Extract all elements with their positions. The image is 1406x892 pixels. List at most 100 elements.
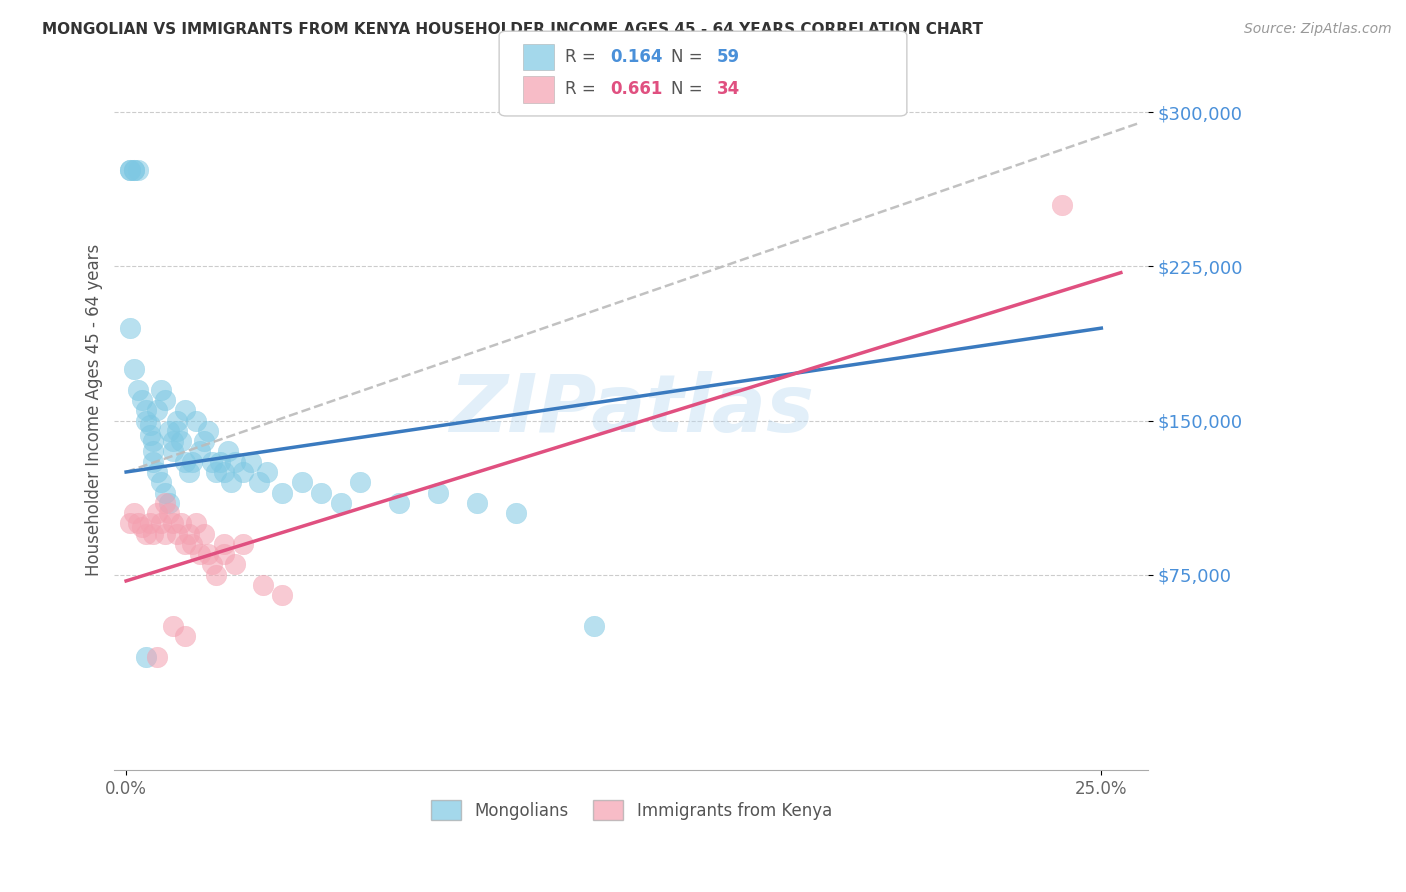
Legend: Mongolians, Immigrants from Kenya: Mongolians, Immigrants from Kenya	[425, 794, 838, 826]
Text: N =: N =	[671, 48, 707, 66]
Point	[166, 424, 188, 438]
Point	[157, 496, 180, 510]
Point	[193, 526, 215, 541]
Point	[118, 162, 141, 177]
Point	[127, 162, 149, 177]
Point	[122, 506, 145, 520]
Point	[208, 455, 231, 469]
Point	[205, 567, 228, 582]
Point	[142, 444, 165, 458]
Point	[177, 526, 200, 541]
Text: 0.661: 0.661	[610, 80, 662, 98]
Point	[173, 455, 195, 469]
Point	[349, 475, 371, 490]
Point	[135, 403, 157, 417]
Point	[131, 520, 153, 534]
Point	[217, 444, 239, 458]
Point	[271, 485, 294, 500]
Point	[252, 578, 274, 592]
Point	[224, 558, 246, 572]
Point	[201, 558, 224, 572]
Point	[138, 417, 160, 432]
Point	[271, 588, 294, 602]
Point	[146, 506, 169, 520]
Point	[173, 629, 195, 643]
Point	[232, 465, 254, 479]
Point	[173, 403, 195, 417]
Point	[146, 403, 169, 417]
Text: 59: 59	[717, 48, 740, 66]
Point	[135, 414, 157, 428]
Point	[162, 434, 184, 449]
Point	[135, 526, 157, 541]
Point	[201, 455, 224, 469]
Point	[170, 516, 193, 531]
Point	[153, 485, 176, 500]
Point	[388, 496, 411, 510]
Point	[239, 455, 262, 469]
Point	[309, 485, 332, 500]
Point	[166, 414, 188, 428]
Text: 0.164: 0.164	[610, 48, 662, 66]
Point	[135, 650, 157, 665]
Point	[118, 162, 141, 177]
Point	[212, 547, 235, 561]
Point	[142, 434, 165, 449]
Point	[122, 162, 145, 177]
Point	[162, 516, 184, 531]
Point	[188, 547, 211, 561]
Point	[1052, 198, 1074, 212]
Text: ZIPatlas: ZIPatlas	[449, 371, 814, 450]
Point	[122, 362, 145, 376]
Text: Source: ZipAtlas.com: Source: ZipAtlas.com	[1244, 22, 1392, 37]
Point	[291, 475, 314, 490]
Point	[186, 516, 208, 531]
Point	[138, 516, 160, 531]
Point	[186, 414, 208, 428]
Point	[205, 465, 228, 479]
Point	[127, 516, 149, 531]
Point	[193, 434, 215, 449]
Point	[127, 383, 149, 397]
Point	[232, 537, 254, 551]
Point	[181, 537, 204, 551]
Point	[212, 465, 235, 479]
Point	[505, 506, 527, 520]
Point	[118, 516, 141, 531]
Text: R =: R =	[565, 80, 602, 98]
Point	[146, 465, 169, 479]
Point	[146, 650, 169, 665]
Point	[177, 465, 200, 479]
Point	[150, 383, 173, 397]
Point	[181, 455, 204, 469]
Point	[142, 526, 165, 541]
Point	[188, 444, 211, 458]
Point	[256, 465, 278, 479]
Point	[153, 496, 176, 510]
Text: N =: N =	[671, 80, 707, 98]
Point	[118, 321, 141, 335]
Point	[329, 496, 352, 510]
Point	[138, 428, 160, 442]
Point	[153, 526, 176, 541]
Text: MONGOLIAN VS IMMIGRANTS FROM KENYA HOUSEHOLDER INCOME AGES 45 - 64 YEARS CORRELA: MONGOLIAN VS IMMIGRANTS FROM KENYA HOUSE…	[42, 22, 983, 37]
Point	[197, 424, 219, 438]
Point	[142, 455, 165, 469]
Point	[427, 485, 450, 500]
Point	[122, 162, 145, 177]
Point	[153, 393, 176, 408]
Point	[221, 475, 243, 490]
Point	[465, 496, 488, 510]
Point	[166, 526, 188, 541]
Point	[247, 475, 270, 490]
Point	[131, 393, 153, 408]
Point	[583, 619, 606, 633]
Point	[157, 424, 180, 438]
Point	[197, 547, 219, 561]
Point	[162, 444, 184, 458]
Point	[224, 455, 246, 469]
Point	[173, 537, 195, 551]
Y-axis label: Householder Income Ages 45 - 64 years: Householder Income Ages 45 - 64 years	[86, 244, 103, 576]
Text: 34: 34	[717, 80, 741, 98]
Point	[162, 619, 184, 633]
